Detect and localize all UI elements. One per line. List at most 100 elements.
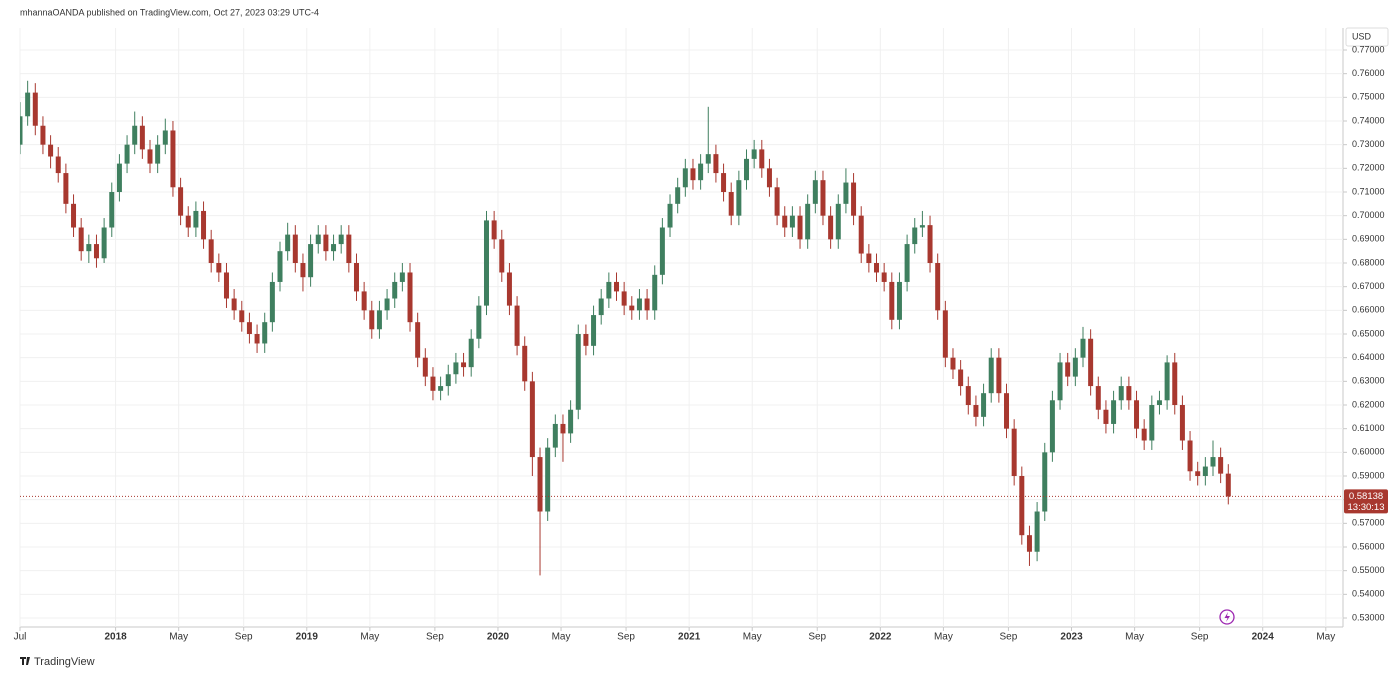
candle-body [789,215,795,228]
candle-body [835,203,841,240]
candle-body [422,357,428,377]
candle-body [155,144,161,164]
candle-body [1202,466,1208,477]
candle-body [193,210,199,228]
candle-body [223,272,229,299]
y-tick-label: 0.63000 [1352,376,1385,386]
candle-body [292,234,298,264]
candle-body [606,281,612,299]
candle-body [866,253,872,264]
candle-body [1164,362,1170,401]
candle-body [315,234,321,245]
candle-body [636,298,642,311]
candle-body [147,149,153,164]
y-tick-label: 0.60000 [1352,447,1385,457]
candle-body [208,239,214,264]
candle-body [682,168,688,188]
candle-body [369,310,375,330]
candle-body [568,409,574,434]
candle-body [705,154,711,164]
footer-logo [20,657,30,665]
candle-body [376,310,382,330]
candle-body [1172,362,1178,406]
candle-body [254,334,260,344]
candle-body [782,215,788,228]
currency: USD [1352,31,1372,41]
candle-body [48,144,54,157]
event-icon-bolt [1224,612,1230,622]
candle-body [736,180,742,216]
overlay: 0.530000.540000.550000.560000.570000.580… [14,44,1388,643]
candle-body [1149,405,1155,441]
x-tick-label: May [360,632,379,643]
candle-body [361,291,367,311]
last-price-label: 0.58138 [1349,491,1383,502]
candle-body [109,192,115,228]
candle-body [652,274,658,311]
candle-body [231,298,237,311]
event-icon [1219,609,1235,625]
candle-body [300,263,306,278]
candle-body [812,180,818,204]
candle-body [93,244,99,259]
candle-body [843,182,849,204]
attribution: mhannaOANDA published on TradingView.com… [20,7,319,17]
candle-body [698,163,704,181]
y-tick-label: 0.53000 [1352,612,1385,622]
y-tick-label: 0.65000 [1352,328,1385,338]
candle-body [583,334,589,346]
candle-body [491,220,497,240]
candle-body [338,234,344,245]
candle-body [514,305,520,346]
y-tick-label: 0.61000 [1352,423,1385,433]
candle-body [728,192,734,216]
y-tick-label: 0.55000 [1352,565,1385,575]
candle-body [560,423,566,434]
y-tick-label: 0.68000 [1352,257,1385,267]
candle-body [55,156,61,174]
candle-body [239,310,245,323]
candle-body [461,362,467,368]
candle-body [63,173,69,204]
candle-body [1080,338,1086,358]
candles [20,80,1231,576]
candle-body [506,272,512,306]
candle-body [1095,386,1101,410]
candle-body [1156,400,1162,406]
x-tick-label: 2020 [487,632,510,643]
candle-body [40,125,46,145]
candle-body [170,130,176,188]
candle-body [445,374,451,387]
candle-body [331,244,337,252]
candle-body [820,180,826,216]
candle-body [675,187,681,204]
y-tick-label: 0.75000 [1352,92,1385,102]
candle-body [438,386,444,391]
candle-body [598,298,604,316]
candle-body [828,215,834,240]
candle-body [453,362,459,375]
candle-body [483,220,489,306]
x-tick-label: 2019 [296,632,319,643]
candle-body [399,272,405,282]
last-price-box [1344,489,1388,514]
candle-body [1103,409,1109,424]
candle-body [591,315,597,346]
candle-body [613,281,619,292]
candle-body [124,144,130,164]
y-tick-label: 0.74000 [1352,115,1385,125]
x-tick-label: 2018 [104,632,127,643]
candle-body [1111,400,1117,424]
candle-body [874,263,880,273]
x-tick-label: May [552,632,571,643]
currency-box [1345,27,1389,47]
candle-body [621,291,627,306]
candle-body [759,149,765,169]
candle-body [1218,457,1224,474]
y-tick-label: 0.64000 [1352,352,1385,362]
x-tick-label: Sep [235,632,253,643]
y-tick-label: 0.54000 [1352,589,1385,599]
y-tick-label: 0.66000 [1352,305,1385,315]
